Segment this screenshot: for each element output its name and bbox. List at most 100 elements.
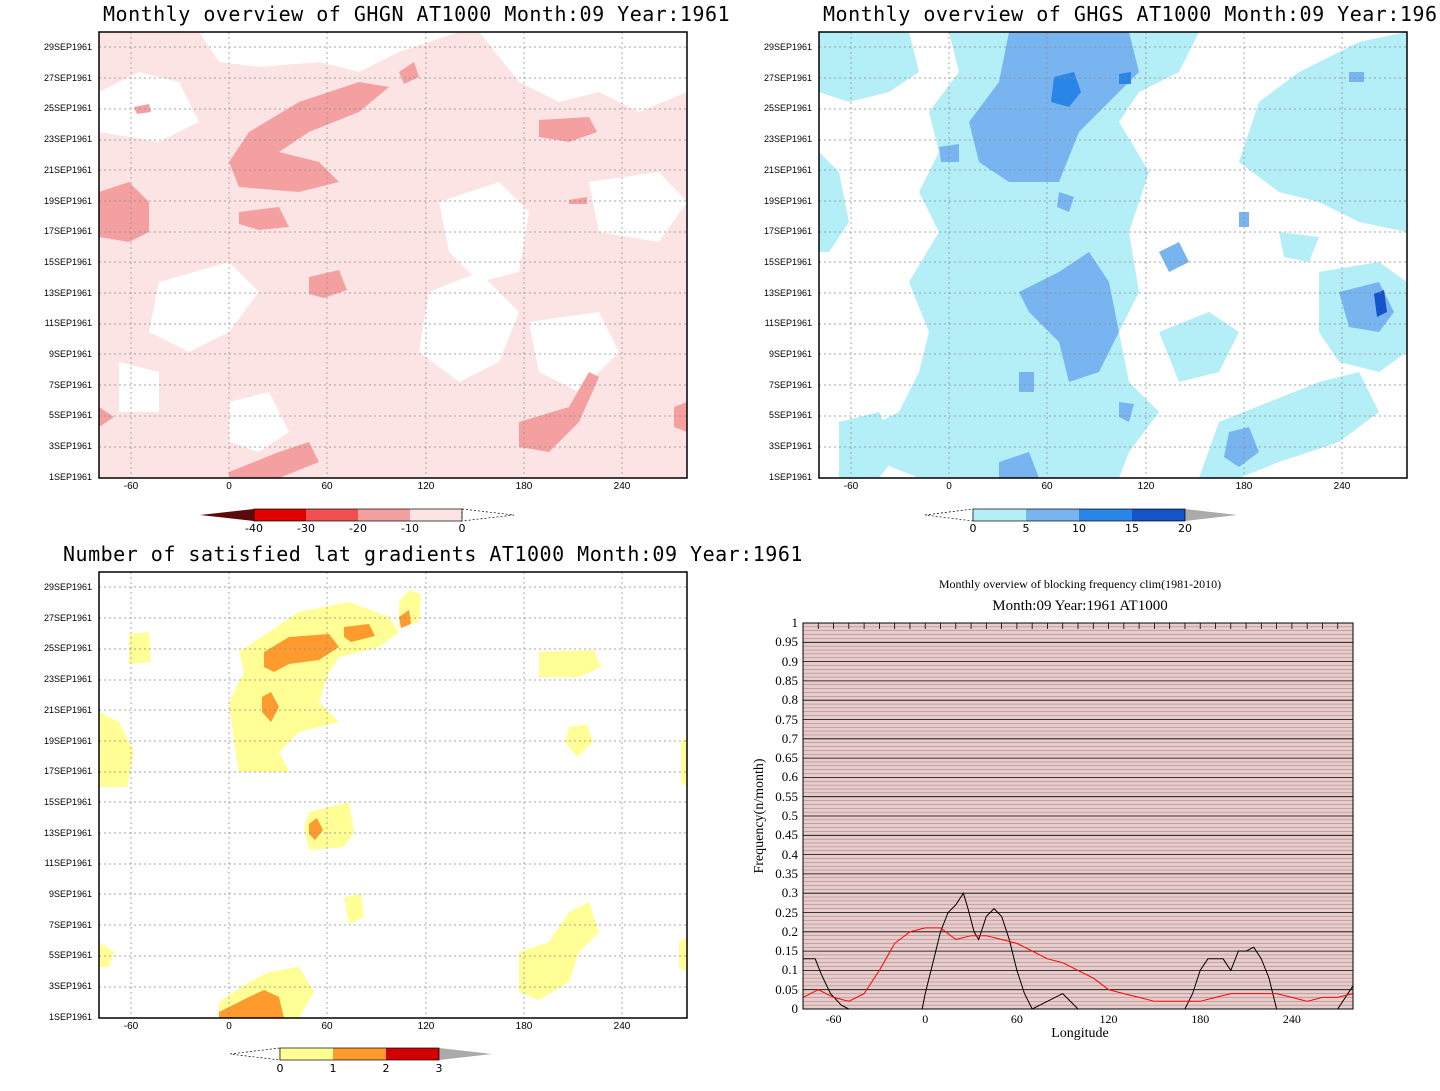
chart-y-tick: 0.4	[781, 846, 798, 862]
ghgs-lon-tick: 120	[1137, 481, 1155, 492]
ghgn-date-tick: 3SEP1961	[48, 441, 92, 452]
ghgn-lon-tick: 120	[417, 481, 435, 492]
ghgs-date-tick: 29SEP1961	[763, 42, 812, 52]
grad-date-tick: 17SEP1961	[43, 766, 92, 777]
chart-y-tick: 0.6	[781, 769, 798, 785]
ghgs-date-tick: 17SEP1961	[763, 226, 812, 237]
grad-date-tick: 5SEP1961	[48, 950, 92, 961]
chart-subtitle: Month:09 Year:1961 AT1000	[992, 598, 1168, 614]
ghgn-date-tick: 21SEP1961	[43, 164, 92, 175]
ghgs-lon-tick: 60	[1041, 481, 1053, 492]
ghgs-date-tick: 5SEP1961	[768, 410, 812, 421]
grad-colorbar-label: 0	[276, 1062, 284, 1075]
grad-date-tick: 3SEP1961	[48, 981, 92, 992]
grad-date-tick: 7SEP1961	[48, 919, 92, 930]
ghgn-date-tick: 13SEP1961	[43, 287, 92, 298]
chart-y-tick: 0.05	[775, 981, 798, 997]
ghgs-date-tick: 25SEP1961	[763, 103, 812, 114]
grad-date-tick: 1SEP1961	[48, 1011, 92, 1022]
ghgs-lon-tick: 240	[1333, 481, 1351, 492]
ghgs-colorbar-label: 15	[1125, 522, 1139, 535]
chart-y-tick: 0.35	[775, 865, 798, 881]
ghgn-colorbar-label: -10	[401, 522, 419, 535]
ghgn-lon-tick: 0	[226, 481, 232, 492]
chart-x-tick: 120	[1099, 1012, 1118, 1026]
grad-colorbar-label: 2	[382, 1062, 390, 1075]
chart-y-tick: 0.9	[781, 653, 798, 669]
chart-x-tick: 0	[922, 1012, 929, 1026]
chart-y-tick: 0.1	[781, 962, 798, 978]
ghgn-date-tick: 5SEP1961	[48, 410, 92, 421]
ghgs-date-tick: 15SEP1961	[763, 256, 812, 267]
ghgs-lon-tick: 0	[946, 481, 952, 492]
grad-colorbar-label: 1	[329, 1062, 337, 1075]
ghgn-date-tick: 1SEP1961	[48, 471, 92, 482]
chart-x-tick: -60	[825, 1012, 842, 1026]
ghgn-lon-tick: 60	[321, 481, 333, 492]
ghgn-date-tick: 17SEP1961	[43, 226, 92, 237]
ghgs-date-tick: 21SEP1961	[763, 164, 812, 175]
ghgn-date-tick: 19SEP1961	[43, 195, 92, 206]
ghgs-date-tick: 1SEP1961	[768, 471, 812, 482]
ghgn-lon-tick: -60	[123, 481, 139, 492]
grad-date-tick: 13SEP1961	[43, 827, 92, 838]
ghgs-date-tick: 9SEP1961	[768, 349, 812, 359]
ghgn-colorbar-label: -40	[245, 522, 263, 535]
grad-date-tick: 27SEP1961	[43, 612, 92, 623]
chart-y-tick: 0.55	[775, 788, 798, 804]
grad-title: Number of satisfied lat gradients AT1000…	[63, 542, 803, 566]
chart-y-tick: 0.25	[775, 904, 798, 920]
ghgs-date-tick: 7SEP1961	[768, 379, 812, 390]
ghgn-date-tick: 29SEP1961	[43, 42, 92, 52]
ghgn-map	[98, 31, 688, 479]
grad-map	[98, 571, 688, 1019]
ghgn-lon-tick: 240	[613, 481, 631, 492]
ghgn-date-tick: 23SEP1961	[43, 134, 92, 145]
ghgs-colorbar-label: 0	[969, 522, 977, 535]
ghgs-date-tick: 13SEP1961	[763, 287, 812, 298]
grad-lon-tick: 0	[226, 1021, 232, 1032]
grad-colorbar-label: 3	[435, 1062, 443, 1075]
grad-gridlines	[99, 572, 687, 1018]
chart-y-tick: 0.95	[775, 634, 798, 650]
ghgn-title: Monthly overview of GHGN AT1000 Month:09…	[103, 2, 731, 26]
chart-gridlines	[803, 622, 1353, 1010]
ghgs-colorbar-label: 10	[1072, 522, 1086, 535]
grad-date-tick: 23SEP1961	[43, 674, 92, 685]
ghgn-colorbar-label: 0	[458, 522, 466, 535]
chart-y-tick: 0.65	[775, 750, 798, 766]
grad-date-tick: 19SEP1961	[43, 735, 92, 746]
chart-y-tick: 0.2	[781, 923, 798, 939]
chart-x-tick: 180	[1191, 1012, 1210, 1026]
grad-date-tick: 21SEP1961	[43, 704, 92, 715]
chart-y-tick: 0.8	[781, 692, 798, 708]
ghgs-date-tick: 23SEP1961	[763, 134, 812, 145]
ghgn-colorbar	[200, 508, 515, 522]
chart-y-tick: 0.5	[781, 808, 798, 823]
ghgs-colorbar-label: 5	[1022, 522, 1030, 535]
chart-y-tick: 0	[791, 1001, 799, 1016]
grad-lon-tick: 120	[417, 1021, 435, 1032]
ghgs-lon-tick: -60	[843, 481, 859, 492]
ghgn-date-tick: 15SEP1961	[43, 256, 92, 267]
grad-date-tick: 9SEP1961	[48, 889, 92, 899]
ghgs-date-tick: 19SEP1961	[763, 195, 812, 206]
chart-y-tick: 0.85	[775, 672, 798, 688]
grad-date-tick: 15SEP1961	[43, 796, 92, 807]
grad-date-tick: 25SEP1961	[43, 643, 92, 654]
chart-y-tick: 0.75	[775, 711, 798, 727]
chart-title: Monthly overview of blocking frequency c…	[938, 577, 1222, 591]
chart-x-tick: 240	[1282, 1012, 1301, 1026]
ghgn-gridlines	[99, 32, 687, 478]
ghgs-lon-tick: 180	[1235, 481, 1253, 492]
ghgs-gridlines	[819, 32, 1407, 478]
ghgn-date-tick: 25SEP1961	[43, 103, 92, 114]
ghgs-title: Monthly overview of GHGS AT1000 Month:09…	[823, 2, 1440, 26]
blocking-line-chart	[802, 622, 1354, 1010]
chart-y-tick: 0.15	[775, 943, 798, 959]
chart-x-tick: 60	[1010, 1012, 1023, 1026]
ghgs-date-tick: 3SEP1961	[768, 441, 812, 452]
ghgn-date-tick: 9SEP1961	[48, 349, 92, 359]
ghgn-colorbar-label: -20	[349, 522, 367, 535]
ghgs-date-tick: 11SEP1961	[764, 318, 812, 329]
